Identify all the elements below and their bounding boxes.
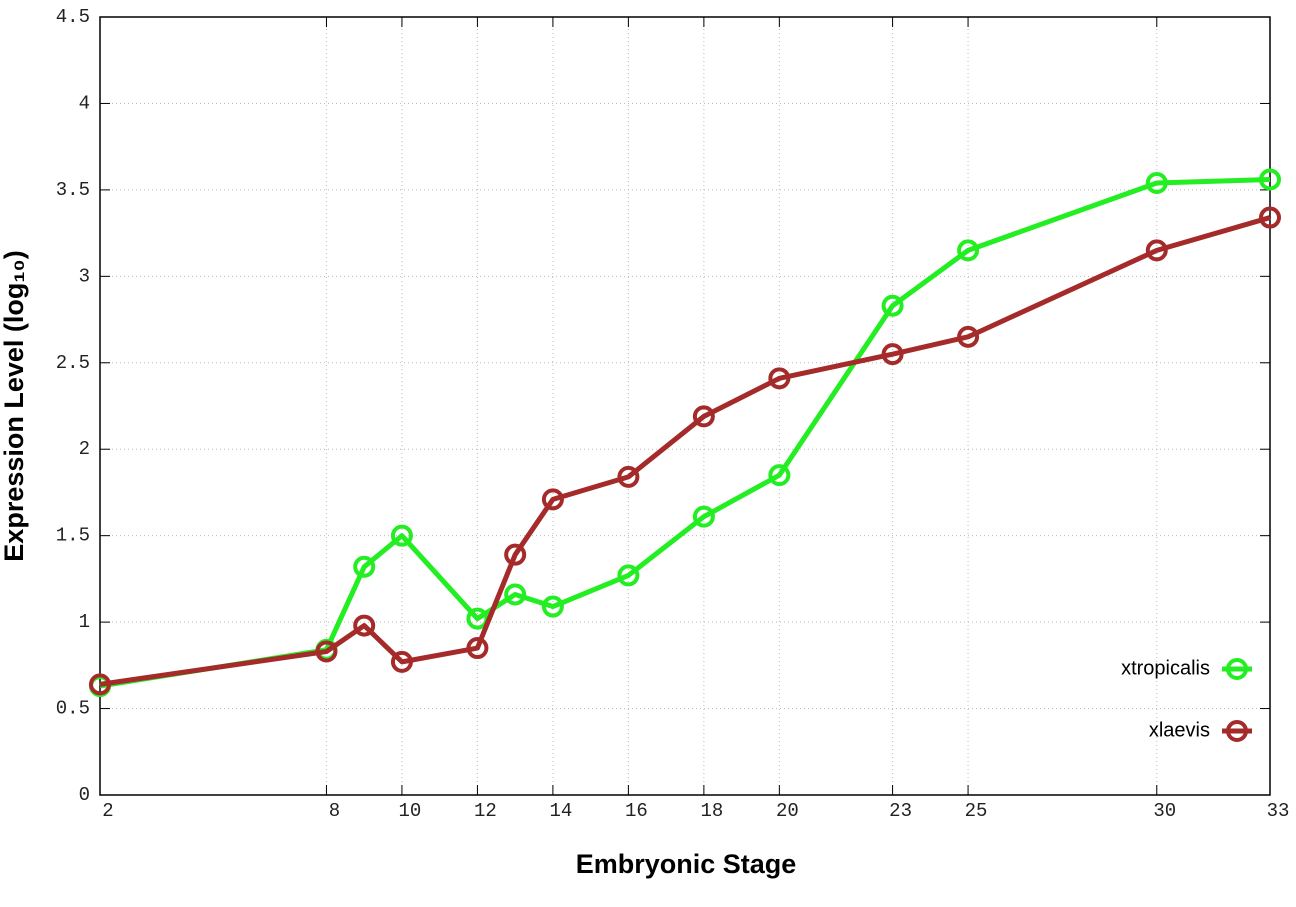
- x-tick-label: 23: [889, 800, 912, 822]
- series-line: [99, 215, 1271, 687]
- y-tick-label: 2.5: [56, 352, 90, 374]
- x-tick-label: 33: [1267, 800, 1290, 822]
- point: [353, 555, 376, 578]
- x-tick-label: 25: [965, 800, 988, 822]
- legend-marker: [1226, 720, 1248, 742]
- y-tick-label: 0: [79, 784, 90, 806]
- point: [1145, 239, 1168, 262]
- point: [504, 583, 527, 606]
- point: [768, 464, 791, 487]
- point: [957, 325, 980, 348]
- point: [957, 239, 980, 262]
- point: [390, 650, 413, 673]
- y-tick-label: 0.5: [56, 698, 90, 720]
- x-tick-label: 10: [399, 800, 422, 822]
- x-tick-label: 2: [102, 800, 113, 822]
- point: [692, 505, 715, 528]
- y-tick-label: 3: [79, 265, 90, 287]
- point: [504, 543, 527, 566]
- point: [881, 294, 904, 317]
- x-tick-label: 14: [549, 800, 572, 822]
- point: [1259, 168, 1281, 191]
- x-tick-label: 18: [700, 800, 723, 822]
- x-axis-label: Embryonic Stage: [576, 849, 797, 879]
- legend-label: xtropicalis: [1121, 657, 1210, 679]
- point: [541, 595, 564, 618]
- y-tick-label: 1.5: [56, 525, 90, 547]
- point: [617, 465, 640, 488]
- plot-frame: [99, 16, 1271, 796]
- point: [541, 488, 564, 511]
- point: [390, 524, 413, 547]
- x-tick-label: 8: [329, 800, 340, 822]
- x-tick-label: 16: [625, 800, 648, 822]
- point: [768, 367, 791, 390]
- legend-label: xlaevis: [1149, 719, 1210, 741]
- point: [692, 405, 715, 428]
- x-tick-label: 12: [474, 800, 497, 822]
- y-tick-label: 4.5: [56, 6, 90, 28]
- point: [315, 640, 338, 663]
- y-axis-label: Expression Level (log₁₀): [0, 250, 29, 561]
- point: [1145, 171, 1168, 194]
- point: [466, 607, 489, 630]
- point: [353, 614, 376, 637]
- legend-marker: [1226, 658, 1248, 680]
- y-tick-label: 3.5: [56, 179, 90, 201]
- point: [881, 343, 904, 366]
- point: [1259, 206, 1281, 229]
- point: [466, 637, 489, 660]
- point: [617, 564, 640, 587]
- y-tick-label: 1: [79, 611, 90, 633]
- x-tick-label: 20: [776, 800, 799, 822]
- y-tick-label: 4: [79, 92, 90, 114]
- y-tick-label: 2: [79, 438, 90, 460]
- point: [89, 673, 111, 696]
- x-tick-label: 30: [1153, 800, 1176, 822]
